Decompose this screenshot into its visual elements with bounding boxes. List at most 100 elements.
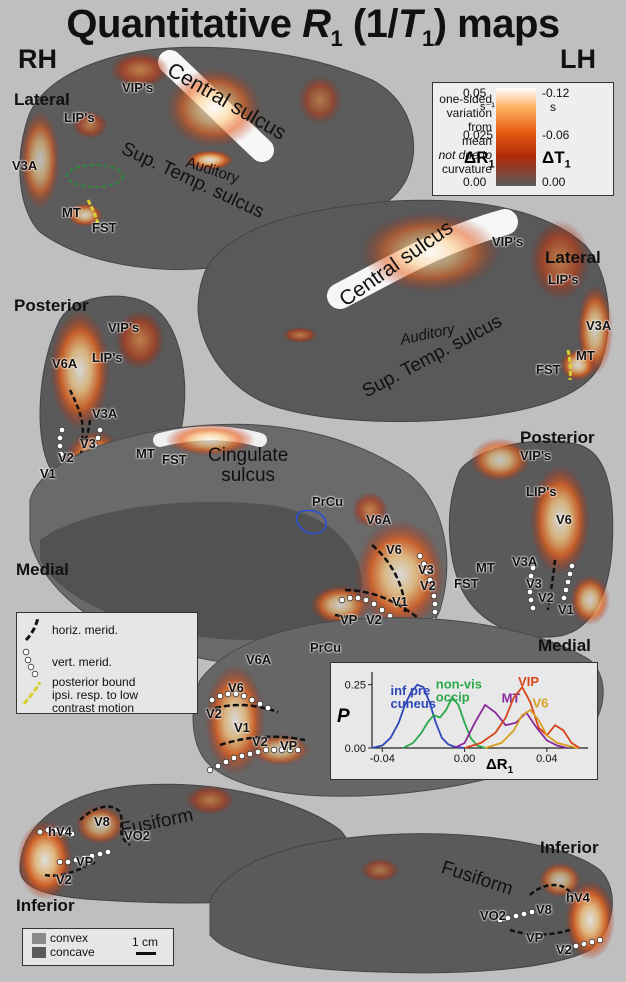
area-label: V2: [366, 612, 382, 627]
area-label: PrCu: [310, 640, 342, 655]
area-label: MT: [576, 348, 595, 363]
area-label: VO2: [124, 828, 151, 843]
area-label: V2: [206, 706, 222, 721]
r-tick-mid: 0.025: [463, 128, 494, 142]
colorbar-description: one-sided variation from mean not due to…: [438, 92, 492, 176]
series-line-3: [464, 685, 581, 749]
area-label: V1: [558, 602, 574, 617]
area-label: V2: [538, 590, 554, 605]
area-label: V3A: [512, 554, 538, 569]
area-label: LIP's: [548, 272, 579, 287]
convexity-legend: [22, 928, 174, 966]
r-tick-bottom: 0.00: [463, 175, 487, 189]
lh-lateral-brain: [197, 199, 613, 423]
lh-medial-label: Medial: [538, 636, 591, 655]
series-label-4: V6: [532, 695, 548, 710]
area-label: V8: [94, 814, 110, 829]
area-label: VIP's: [108, 320, 140, 335]
area-label: LIP's: [64, 110, 95, 125]
lh-inferior-label: Inferior: [540, 838, 599, 857]
horiz-merid-text: horiz. merid.: [52, 623, 119, 637]
lh-inferior-brain: [209, 833, 615, 974]
delta-r1-label: ΔR1: [464, 148, 495, 171]
rh-inferior-label: Inferior: [16, 896, 75, 915]
cingulate-sulcus: Cingulate sulcus: [208, 445, 289, 486]
area-label: V8: [536, 902, 552, 917]
r-tick-top: 0.05: [463, 86, 487, 100]
series-label-0: inf pre cuneus: [391, 683, 437, 711]
t-tick-top: -0.12: [542, 86, 570, 100]
rh-medial-label: Medial: [16, 560, 69, 579]
x-tick-label: -0.04: [370, 753, 395, 765]
series-line-4: [484, 708, 578, 749]
y-tick-label: 0.25: [345, 680, 366, 692]
right-hemisphere-label: RH: [18, 44, 57, 74]
area-label: FST: [162, 452, 187, 467]
concave-swatch: [32, 947, 46, 958]
area-label: FST: [536, 362, 561, 377]
area-label: VP: [76, 854, 94, 869]
t-tick-mid: -0.06: [542, 128, 570, 142]
area-label: V1: [234, 720, 250, 735]
x-tick-label: 0.00: [454, 753, 475, 765]
area-label: hV4: [48, 824, 72, 839]
posterior-bound-text: posterior bound ipsi. resp. to low contr…: [52, 675, 139, 715]
area-label: V2: [252, 734, 268, 749]
rh-lateral-label: Lateral: [14, 90, 70, 109]
chart-ylabel: P: [337, 706, 350, 727]
vert-merid-text: vert. merid.: [52, 655, 113, 669]
x-tick-label: 0.04: [536, 753, 557, 765]
area-label: V2: [56, 872, 72, 887]
area-label: V2: [556, 942, 572, 957]
area-label: V2: [58, 450, 74, 465]
area-label: V6: [556, 512, 572, 527]
r-unit: s⁻¹: [480, 101, 495, 113]
series-line-0: [371, 683, 465, 749]
t-unit: s: [550, 100, 556, 114]
area-label: V6A: [52, 356, 78, 371]
area-label: VO2: [480, 908, 507, 923]
area-label: V6: [228, 680, 244, 695]
series-line-1: [402, 695, 486, 749]
left-hemisphere-label: LH: [560, 44, 596, 74]
series-label-1: non-vis occip: [436, 676, 482, 704]
area-label: V3A: [12, 158, 38, 173]
area-label: VIP's: [122, 80, 154, 95]
area-label: V3: [526, 576, 542, 591]
series-label-3: VIP: [518, 674, 539, 689]
area-label: VIP's: [520, 448, 552, 463]
scale-text: 1 cm: [132, 935, 159, 949]
area-label: VP: [280, 738, 298, 753]
area-label: PrCu: [312, 494, 344, 509]
area-label: V6A: [246, 652, 272, 667]
area-label: V3: [80, 436, 96, 451]
area-label: hV4: [566, 890, 590, 905]
chart-xlabel: ΔR1: [486, 756, 514, 776]
area-label: V1: [392, 594, 408, 609]
lh-posterior-label: Posterior: [520, 428, 595, 447]
delta-t1-label: ΔT1: [542, 148, 571, 171]
area-label: V3: [418, 562, 434, 577]
convex-swatch: [32, 933, 46, 944]
area-label: VP: [340, 612, 358, 627]
convex-text: convex: [50, 931, 89, 945]
area-label: V2: [420, 578, 436, 593]
area-label: MT: [476, 560, 495, 575]
t-tick-bottom: 0.00: [542, 175, 566, 189]
rh-posterior-label: Posterior: [14, 296, 89, 315]
area-label: V6: [386, 542, 402, 557]
concave-text: concave: [50, 945, 95, 959]
lh-posterior-brain: [448, 438, 614, 638]
meridian-legend: [16, 612, 198, 714]
area-label: LIP's: [526, 484, 557, 499]
area-label: V3A: [92, 406, 118, 421]
lh-lateral-label: Lateral: [545, 248, 601, 267]
y-tick-label: 0.00: [345, 743, 366, 755]
area-label: MT: [136, 446, 155, 461]
area-label: V1: [40, 466, 56, 481]
area-label: V6A: [366, 512, 392, 527]
area-label: LIP's: [92, 350, 123, 365]
